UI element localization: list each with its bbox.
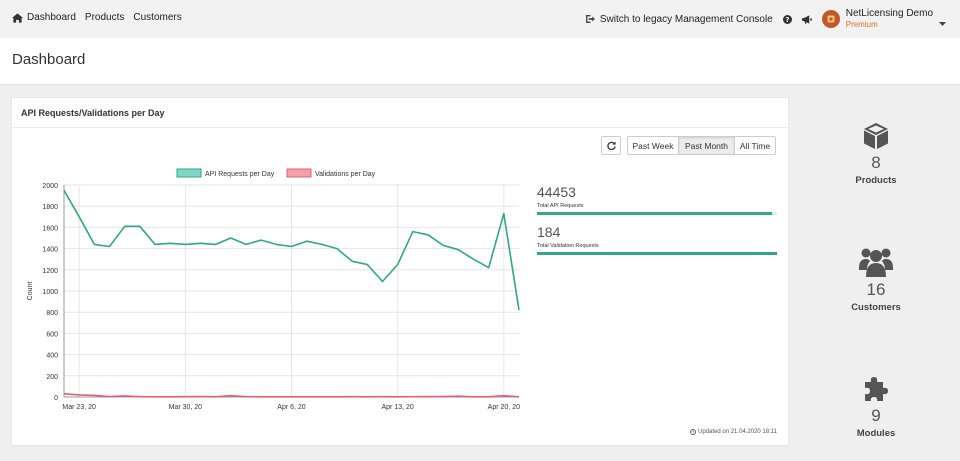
sign-out-icon [585, 15, 595, 23]
bullhorn-icon [801, 14, 812, 24]
box-icon [864, 123, 888, 149]
question-circle-icon: ? [782, 14, 792, 24]
account-avatar [821, 10, 840, 28]
account-text: NetLicensing Demo Premium [846, 8, 933, 30]
legend-label-0: API Requests per Day [205, 171, 275, 178]
y-tick-label: 400 [46, 353, 58, 360]
nav-products-label: Products [84, 12, 125, 23]
validation-requests-total: 184 [537, 224, 561, 240]
account-name: NetLicensing Demo [845, 8, 933, 19]
refresh-icon [606, 141, 616, 150]
announcements-button[interactable] [801, 14, 812, 24]
x-tick-label: Apr 20, 20 [488, 404, 520, 411]
validation-requests-stat: 184 Total Validation Requests [537, 224, 777, 255]
y-tick-label: 2000 [42, 183, 58, 190]
x-tick-label: Apr 6, 20 [277, 404, 306, 411]
nav-dashboard-link[interactable]: Dashboard [12, 12, 76, 23]
modules-label: Modules [856, 428, 896, 439]
range-button-group: Past Week Past Month All Time [627, 136, 776, 155]
x-tick-label: Mar 30, 20 [169, 404, 203, 411]
caret-down-icon [939, 22, 946, 26]
main-nav: Dashboard Products Customers [12, 12, 191, 23]
api-requests-label: Total API Requests [537, 203, 584, 209]
home-icon [12, 12, 23, 23]
validation-requests-progress-fill [537, 252, 777, 255]
stats-block: 44453 Total API Requests 184 Total Valid… [537, 184, 777, 264]
api-requests-progress-bar [537, 212, 777, 215]
series-line-1 [63, 393, 520, 398]
api-requests-progress-fill [537, 212, 773, 215]
products-counter[interactable]: 8 Products [820, 121, 932, 186]
customers-counter[interactable]: 16 Customers [820, 246, 932, 313]
y-tick-label: 600 [46, 331, 58, 338]
x-tick-label: Apr 13, 20 [382, 404, 414, 411]
y-tick-label: 1800 [42, 204, 58, 211]
y-tick-label: 1400 [42, 247, 58, 254]
range-past-month-button[interactable]: Past Month [678, 136, 735, 155]
api-requests-stat: 44453 Total API Requests [537, 184, 777, 215]
puzzle-icon [865, 377, 888, 401]
legend-label-1: Validations per Day [315, 171, 376, 178]
api-requests-total: 44453 [537, 184, 576, 200]
modules-count: 9 [871, 406, 881, 425]
validation-requests-label: Total Validation Requests [537, 243, 599, 249]
y-tick-label: 1200 [42, 268, 58, 275]
requests-panel: API Requests/Validations per Day Past We… [11, 97, 789, 446]
nav-products-link[interactable]: Products [85, 12, 124, 23]
customers-label: Customers [851, 302, 901, 313]
last-updated: Updated on 21.04.2020 18:11 [690, 429, 777, 435]
validation-requests-progress-bar [537, 252, 777, 255]
page-title: Dashboard [12, 51, 86, 68]
y-tick-label: 0 [54, 395, 58, 402]
products-label: Products [855, 175, 897, 186]
modules-counter[interactable]: 9 Modules [820, 374, 932, 439]
nav-dashboard-label: Dashboard [27, 12, 76, 23]
refresh-button[interactable] [601, 136, 621, 155]
x-tick-label: Mar 23, 20 [62, 404, 96, 411]
range-past-week-button[interactable]: Past Week [627, 136, 679, 155]
y-axis-title: Count [27, 282, 34, 301]
nav-right: Switch to legacy Management Console ? Ne… [585, 0, 960, 38]
products-count: 8 [871, 153, 881, 172]
series-line-0 [63, 189, 520, 311]
range-all-time-button[interactable]: All Time [734, 136, 776, 155]
panel-title: API Requests/Validations per Day [12, 98, 788, 128]
avatar-icon [827, 15, 835, 23]
legend-swatch-0 [176, 168, 202, 178]
requests-line-chart: 0 200 400 600 800 1000 1200 1400 1600 1800 2000 Mar… [27, 168, 520, 411]
y-tick-label: 800 [46, 310, 58, 317]
last-updated-text: Updated on 21.04.2020 18:11 [698, 429, 777, 435]
nav-customers-link[interactable]: Customers [133, 12, 181, 23]
clock-icon [690, 429, 696, 435]
legend-swatch-1 [286, 168, 312, 178]
account-menu[interactable]: NetLicensing Demo Premium [821, 8, 946, 30]
page-header: Dashboard [0, 38, 960, 85]
users-icon [859, 248, 893, 277]
nav-customers-label: Customers [133, 12, 182, 23]
legacy-console-link[interactable]: Switch to legacy Management Console [585, 13, 773, 25]
y-tick-label: 1000 [42, 289, 58, 296]
y-tick-label: 200 [46, 374, 58, 381]
help-button[interactable]: ? [782, 14, 792, 24]
legacy-console-label: Switch to legacy Management Console [599, 13, 773, 25]
top-navbar: Dashboard Products Customers Switch to l… [0, 0, 960, 38]
customers-count: 16 [866, 280, 886, 299]
svg-text:?: ? [785, 15, 789, 24]
y-tick-label: 1600 [42, 225, 58, 232]
account-plan: Premium [845, 20, 878, 29]
